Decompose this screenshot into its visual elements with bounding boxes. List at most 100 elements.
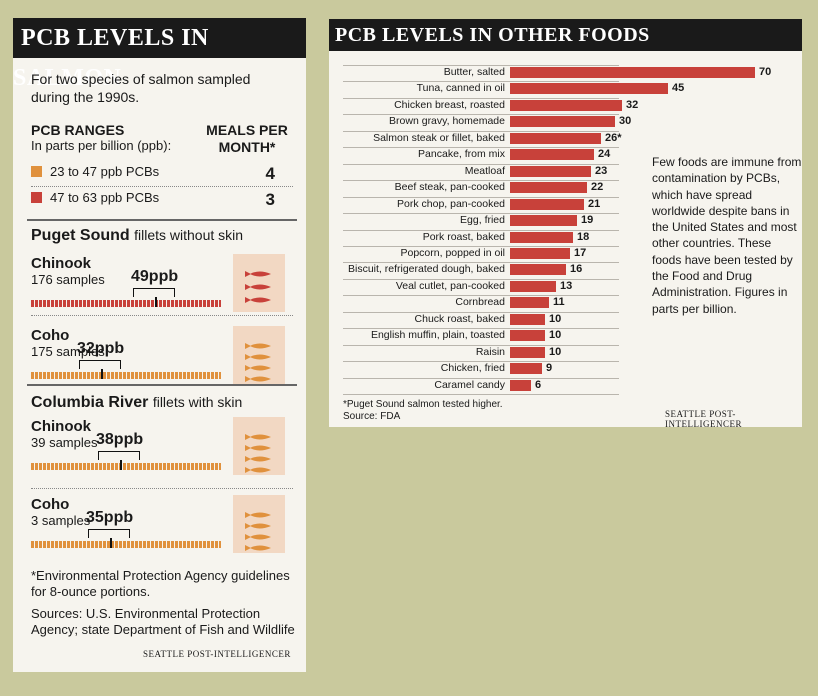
section-desc: fillets with skin — [152, 394, 243, 410]
chart-value-label: 11 — [553, 296, 565, 309]
fish-portion-icon — [245, 449, 273, 462]
section-desc: fillets without skin — [134, 227, 244, 243]
chart-value-label: 21 — [588, 197, 601, 210]
fish-portion-icon — [245, 277, 273, 290]
chart-category-label: Caramel candy — [434, 378, 505, 391]
fish-gauge — [31, 541, 221, 548]
fish-portion-icon — [245, 369, 273, 382]
chart-bar — [510, 247, 570, 259]
fish-ppb-label: 32ppb — [77, 340, 125, 357]
fish-portion-icon — [245, 527, 273, 540]
section-rule — [27, 219, 297, 221]
fish-portion-box — [233, 326, 285, 384]
legend-row-high: 47 to 63 ppb PCBs 3 — [31, 190, 293, 210]
chart-bar — [510, 363, 542, 375]
chart-gridline — [343, 114, 619, 116]
salmon-sources: Sources: U.S. Environmental Protection A… — [31, 606, 295, 637]
chart-value-label: 6 — [535, 378, 542, 391]
section-heading-puget: Puget Sound fillets without skin — [31, 227, 243, 245]
ranges-subheading: In parts per billion (ppb): — [31, 138, 172, 153]
chart-bar — [510, 99, 622, 111]
fish-name: Coho — [31, 327, 70, 344]
fish-gauge-marker — [101, 369, 103, 379]
chart-gridline — [343, 295, 619, 297]
chart-gridline — [343, 344, 619, 346]
fish-samples: 176 samples — [31, 272, 105, 287]
fish-portion-icon — [245, 427, 273, 440]
chart-value-label: 30 — [619, 115, 632, 128]
fish-portion-box — [233, 495, 285, 553]
chart-gridline — [343, 394, 619, 395]
salmon-footnote: *Environmental Protection Agency guideli… — [31, 568, 290, 599]
chart-gridline — [343, 163, 619, 165]
chart-value-label: 13 — [560, 279, 573, 292]
chart-gridline — [343, 97, 619, 99]
fish-label-bracket — [98, 451, 140, 460]
chart-gridline — [343, 65, 619, 66]
fish-name: Chinook — [31, 418, 91, 435]
chart-gridline — [343, 262, 619, 264]
fish-portion-icon — [245, 538, 273, 551]
foods-credit: SEATTLE POST-INTELLIGENCER — [665, 409, 742, 429]
chart-value-label: 16 — [570, 263, 583, 276]
chart-bar — [510, 149, 594, 161]
chart-value-label: 19 — [581, 214, 594, 227]
chart-gridline — [343, 377, 619, 379]
fish-portion-box — [233, 254, 285, 312]
fish-divider — [31, 488, 293, 489]
chart-category-label: Beef steak, pan-cooked — [394, 181, 505, 194]
legend-swatch-low — [31, 166, 42, 177]
chart-gridline — [343, 361, 619, 363]
chart-value-label: 10 — [549, 329, 562, 342]
fish-portion-icon — [245, 505, 273, 518]
fish-name: Coho — [31, 496, 70, 513]
legend-swatch-high — [31, 192, 42, 203]
chart-gridline — [343, 196, 619, 198]
fish-gauge — [31, 300, 221, 307]
section-rule — [27, 384, 297, 386]
chart-bar — [510, 215, 577, 227]
chart-bar — [510, 67, 755, 78]
chart-value-label: 45 — [672, 82, 685, 95]
chart-value-label: 24 — [598, 148, 611, 161]
chart-bar — [510, 280, 556, 292]
chart-category-label: Chicken, fried — [440, 362, 505, 375]
chart-category-label: Pork roast, baked — [422, 230, 505, 243]
chart-bar — [510, 132, 601, 144]
legend-meals-high: 3 — [265, 190, 275, 209]
fish-ppb-label: 38ppb — [96, 431, 144, 448]
chart-category-label: Pancake, from mix — [418, 148, 505, 161]
fish-portion-icon — [245, 516, 273, 529]
chart-category-label: Raisin — [475, 345, 505, 358]
chart-category-label: Popcorn, popped in oil — [400, 246, 506, 259]
chart-gridline — [343, 229, 619, 231]
chart-gridline — [343, 311, 619, 313]
foods-footnote: *Puget Sound salmon tested higher. — [343, 399, 503, 410]
fish-divider — [31, 315, 293, 316]
meals-heading: MEALS PER MONTH* — [206, 122, 288, 155]
chart-category-label: English muffin, plain, toasted — [370, 329, 505, 342]
fish-gauge-marker — [120, 460, 122, 470]
chart-category-label: Brown gravy, homemade — [389, 115, 505, 128]
chart-value-label: 32 — [626, 98, 639, 111]
chart-bar — [510, 116, 615, 128]
legend-label-low: 23 to 47 ppb PCBs — [50, 164, 160, 179]
chart-bar — [510, 83, 668, 95]
fish-portion-icon — [245, 347, 273, 360]
chart-gridline — [343, 278, 619, 280]
chart-value-label: 23 — [595, 164, 608, 177]
fish-portion-icon — [245, 264, 273, 277]
chart-bar — [510, 379, 531, 391]
chart-bar — [510, 165, 591, 177]
section-place: Columbia River — [31, 394, 149, 411]
fish-gauge-marker — [155, 297, 157, 307]
fish-label-bracket — [88, 529, 130, 538]
fish-samples: 3 samples — [31, 513, 91, 528]
section-place: Puget Sound — [31, 227, 130, 244]
fish-gauge — [31, 372, 221, 379]
chart-bar — [510, 264, 566, 276]
fish-samples: 175 samples — [31, 344, 105, 359]
chart-bar — [510, 313, 545, 325]
chart-value-label: 18 — [577, 230, 590, 243]
salmon-panel: PCB LEVELS IN SALMON For two species of … — [13, 18, 306, 672]
